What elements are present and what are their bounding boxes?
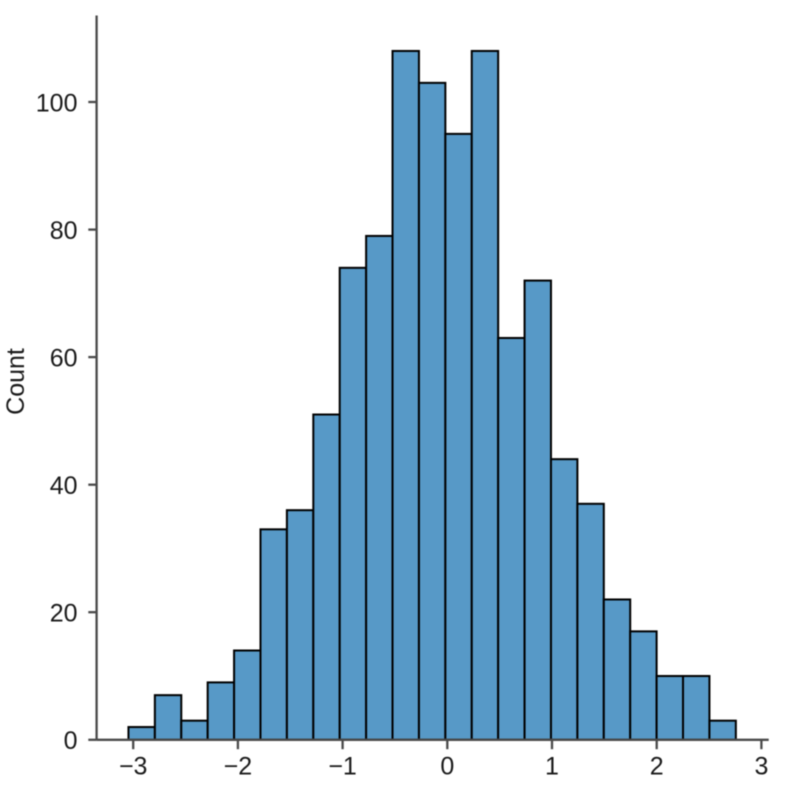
svg-text:−2: −2 [224, 752, 253, 780]
svg-text:0: 0 [64, 727, 78, 755]
svg-text:40: 40 [50, 472, 78, 500]
svg-text:Count: Count [2, 348, 30, 415]
svg-text:3: 3 [754, 752, 768, 780]
svg-text:−3: −3 [119, 752, 148, 780]
svg-text:20: 20 [50, 600, 78, 628]
svg-text:80: 80 [50, 217, 78, 245]
svg-text:−1: −1 [328, 752, 357, 780]
svg-text:100: 100 [36, 89, 78, 117]
svg-text:0: 0 [440, 752, 454, 780]
svg-text:60: 60 [50, 345, 78, 373]
svg-text:2: 2 [650, 752, 664, 780]
svg-text:1: 1 [545, 752, 559, 780]
